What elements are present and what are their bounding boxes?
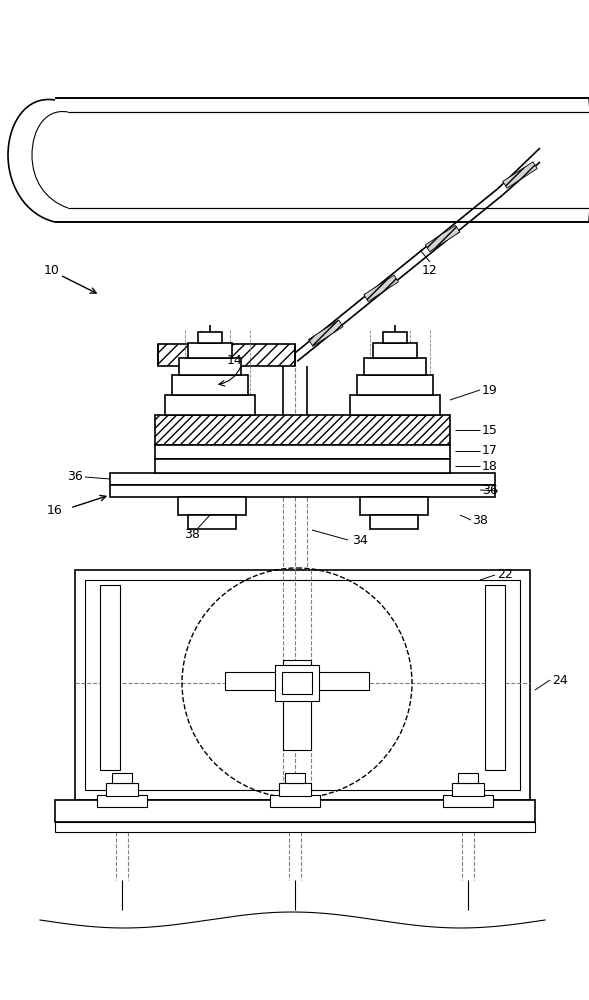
Bar xyxy=(452,783,484,796)
Bar xyxy=(172,375,248,395)
Text: 36: 36 xyxy=(67,471,83,484)
Polygon shape xyxy=(503,162,537,188)
Text: 19: 19 xyxy=(482,383,498,396)
Bar xyxy=(179,358,241,375)
Text: 12: 12 xyxy=(422,263,438,276)
Bar xyxy=(283,660,311,750)
Text: 16: 16 xyxy=(47,504,63,516)
Text: 36: 36 xyxy=(482,484,498,496)
Bar xyxy=(55,822,535,832)
Text: 17: 17 xyxy=(482,444,498,458)
Bar xyxy=(282,672,312,694)
Bar xyxy=(285,773,305,783)
Bar xyxy=(155,445,450,459)
Bar xyxy=(225,672,369,690)
Bar xyxy=(485,585,505,770)
Bar xyxy=(383,332,407,343)
Polygon shape xyxy=(8,100,589,222)
Text: 14: 14 xyxy=(227,354,243,366)
Bar xyxy=(110,485,495,497)
Text: 38: 38 xyxy=(472,514,488,526)
Bar xyxy=(112,773,132,783)
Text: 10: 10 xyxy=(44,263,60,276)
Text: 24: 24 xyxy=(552,674,568,686)
Text: 22: 22 xyxy=(497,568,513,582)
Bar xyxy=(275,665,319,701)
Bar xyxy=(360,497,428,515)
Polygon shape xyxy=(309,320,343,346)
Polygon shape xyxy=(425,225,460,252)
Bar xyxy=(100,585,120,770)
Bar xyxy=(458,773,478,783)
Bar xyxy=(373,343,417,358)
Bar xyxy=(75,570,530,800)
Bar xyxy=(106,783,138,796)
Bar xyxy=(188,515,236,529)
Bar xyxy=(155,459,450,473)
Bar xyxy=(198,332,222,343)
Bar xyxy=(55,800,535,822)
Text: 18: 18 xyxy=(482,460,498,473)
Bar xyxy=(97,795,147,807)
Bar xyxy=(155,415,450,445)
Bar xyxy=(165,395,255,415)
Bar xyxy=(110,473,495,485)
Bar xyxy=(357,375,433,395)
Bar xyxy=(370,515,418,529)
Bar xyxy=(158,344,295,366)
Bar xyxy=(270,795,320,807)
Bar xyxy=(443,795,493,807)
Text: 15: 15 xyxy=(482,424,498,436)
Bar xyxy=(85,580,520,790)
Bar xyxy=(279,783,311,796)
Polygon shape xyxy=(364,275,398,301)
Text: 34: 34 xyxy=(352,534,368,546)
Bar xyxy=(178,497,246,515)
Text: 38: 38 xyxy=(184,528,200,542)
Bar xyxy=(188,343,232,358)
Bar xyxy=(350,395,440,415)
Bar xyxy=(364,358,426,375)
